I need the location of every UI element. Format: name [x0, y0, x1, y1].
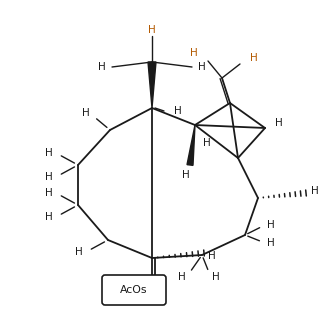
Text: H: H — [75, 247, 83, 257]
Text: H: H — [190, 48, 198, 58]
Text: H: H — [208, 251, 216, 261]
Text: H: H — [148, 25, 156, 35]
Text: H: H — [182, 170, 190, 180]
FancyBboxPatch shape — [102, 275, 166, 305]
Text: H: H — [98, 62, 106, 72]
Text: H: H — [82, 108, 90, 118]
Text: H: H — [45, 172, 53, 182]
Text: H: H — [212, 272, 220, 282]
Text: H: H — [45, 148, 53, 158]
Text: AcOs: AcOs — [120, 285, 148, 295]
Text: H: H — [198, 62, 206, 72]
Text: H: H — [311, 186, 319, 196]
Text: H: H — [250, 53, 258, 63]
Text: H: H — [178, 272, 186, 282]
Text: H: H — [267, 220, 275, 230]
Polygon shape — [187, 125, 195, 165]
Text: H: H — [275, 118, 283, 128]
Polygon shape — [148, 62, 156, 108]
Text: H: H — [174, 106, 182, 116]
Text: H: H — [203, 138, 211, 148]
Text: H: H — [267, 238, 275, 248]
Text: H: H — [45, 188, 53, 198]
Text: H: H — [45, 212, 53, 222]
